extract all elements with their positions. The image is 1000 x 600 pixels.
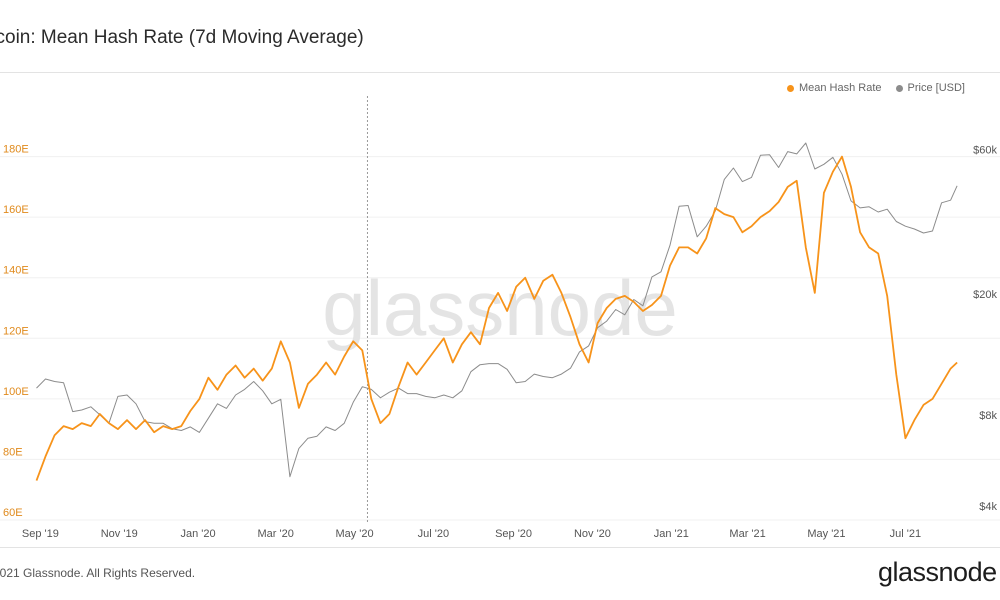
y-left-tick-label: 160E [3, 204, 29, 216]
chart-title: itcoin: Mean Hash Rate (7d Moving Averag… [0, 27, 364, 48]
y-left-tick-label: 80E [3, 446, 23, 458]
x-tick-label: Sep '19 [22, 528, 59, 540]
grid-lines [0, 156, 1000, 521]
y-left-tick-label: 140E [3, 265, 29, 277]
header-divider [0, 72, 1000, 73]
chart-area[interactable]: glassnode 60E 80E 100E 120E 140E 160E 180E $4k… [0, 0, 1000, 548]
series-lines [35, 142, 958, 481]
y-left-tick-label: 100E [3, 386, 29, 398]
legend: Mean Hash Rate Price [USD] [786, 82, 965, 94]
legend-dot-price-icon [895, 84, 903, 92]
y-right-tick-label: $20k [973, 289, 997, 301]
legend-dot-hash-rate-icon [786, 84, 794, 92]
y-right-tick-label: $60k [973, 144, 997, 156]
footer-divider [0, 547, 1000, 548]
x-tick-label: Sep '20 [495, 528, 532, 540]
glassnode-logo: glassnode [878, 557, 997, 587]
copyright-text: 2021 Glassnode. All Rights Reserved. [0, 566, 196, 580]
watermark: glassnode [322, 264, 678, 352]
x-tick-label: Mar '20 [257, 528, 293, 540]
y-axis-right: $4k $8k $20k $60k [973, 144, 997, 513]
y-left-tick-label: 60E [3, 507, 23, 519]
series-line-hash-rate[interactable] [35, 155, 958, 481]
x-tick-label: Jan '21 [654, 528, 689, 540]
x-tick-label: May '21 [807, 528, 845, 540]
y-axis-left: 60E 80E 100E 120E 140E 160E 180E [3, 144, 29, 519]
x-tick-label: Jul '21 [890, 528, 921, 540]
y-left-tick-label: 120E [3, 325, 29, 337]
x-tick-label: Nov '20 [574, 528, 611, 540]
x-tick-label: Nov '19 [101, 528, 138, 540]
legend-label-hash-rate: Mean Hash Rate [798, 82, 882, 94]
x-tick-label: May '20 [335, 528, 373, 540]
legend-label-price: Price [USD] [907, 82, 965, 94]
legend-item-price[interactable]: Price [USD] [895, 82, 965, 94]
x-axis: Sep '19 Nov '19 Jan '20 Mar '20 May '20 Jul '… [22, 528, 921, 540]
x-tick-label: Jan '20 [181, 528, 216, 540]
y-right-tick-label: $8k [979, 410, 997, 422]
series-line-price[interactable] [36, 142, 958, 478]
legend-item-hash-rate[interactable]: Mean Hash Rate [786, 82, 882, 94]
x-tick-label: Mar '21 [729, 528, 765, 540]
x-tick-label: Jul '20 [418, 528, 449, 540]
y-left-tick-label: 180E [3, 144, 29, 156]
y-right-tick-label: $4k [979, 501, 997, 513]
